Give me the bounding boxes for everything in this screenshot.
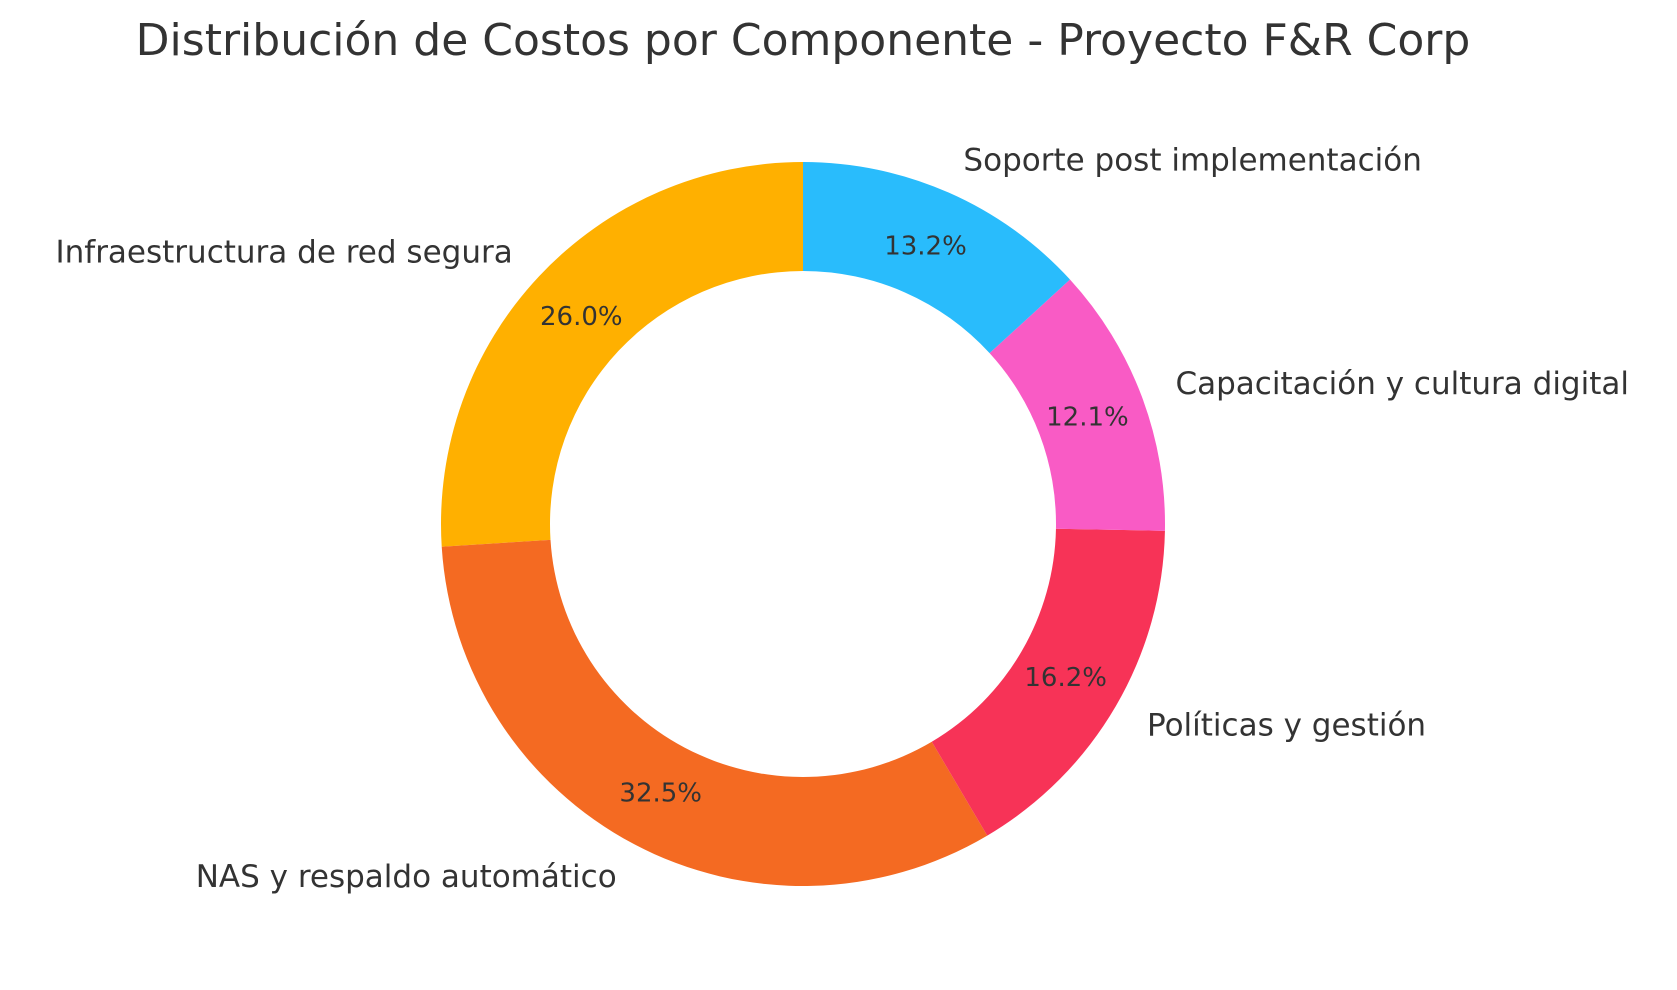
category-label-3: Capacitación y cultura digital [1175,366,1629,402]
category-label-4: Soporte post implementación [963,143,1421,179]
category-label-2: Políticas y gestión [1147,708,1426,744]
category-label-0: Infraestructura de red segura [55,234,512,270]
slice-0 [440,162,803,547]
slice-1 [441,539,988,887]
pct-label-3: 12.1% [1046,403,1129,433]
pct-label-1: 32.5% [619,779,702,809]
slice-3 [989,279,1165,531]
pct-label-0: 26.0% [540,302,623,332]
donut-slices [440,162,1165,887]
pct-label-4: 13.2% [884,232,967,262]
chart-title: Distribución de Costos por Componente - … [136,15,1471,66]
percentage-labels: 26.0% 32.5% 16.2% 12.1% 13.2% [540,232,1129,809]
category-labels: Infraestructura de red segura NAS y respa… [55,143,1629,895]
category-label-1: NAS y respaldo automático [196,859,617,895]
slice-4 [803,162,1070,354]
slice-2 [931,528,1165,836]
pct-label-2: 16.2% [1024,663,1107,693]
